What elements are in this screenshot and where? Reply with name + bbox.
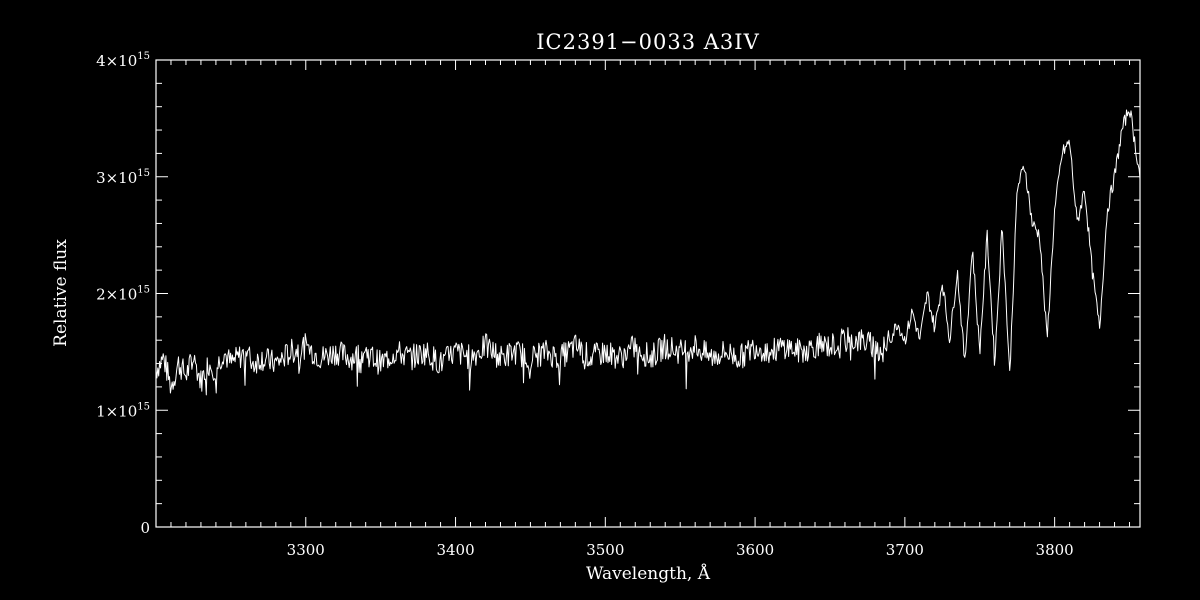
x-axis-label: Wavelength, Å [586,563,711,584]
y-tick-label: 1×1015 [96,401,150,420]
x-tick-label: 3400 [436,541,474,559]
y-tick-label: 2×1015 [96,285,150,304]
tick-labels: 3300 3400 3500 3600 3700 3800 0 1×1015 2×1015 3×1… [96,51,1074,559]
y-tick-label: 3×1015 [96,168,150,187]
x-tick-label: 3700 [886,541,924,559]
axis-ticks [156,59,1140,528]
x-tick-label: 3800 [1036,541,1074,559]
spectrum-series-line [155,109,1141,396]
x-tick-label: 3500 [586,541,624,559]
y-tick-label: 4×1015 [96,51,150,70]
chart-title: IC2391−0033 A3IV [536,30,760,54]
y-tick-label: 0 [140,519,150,537]
y-axis-label: Relative flux [51,239,71,347]
x-tick-label: 3600 [736,541,774,559]
x-tick-label: 3300 [287,541,325,559]
plot-frame [155,59,1141,528]
